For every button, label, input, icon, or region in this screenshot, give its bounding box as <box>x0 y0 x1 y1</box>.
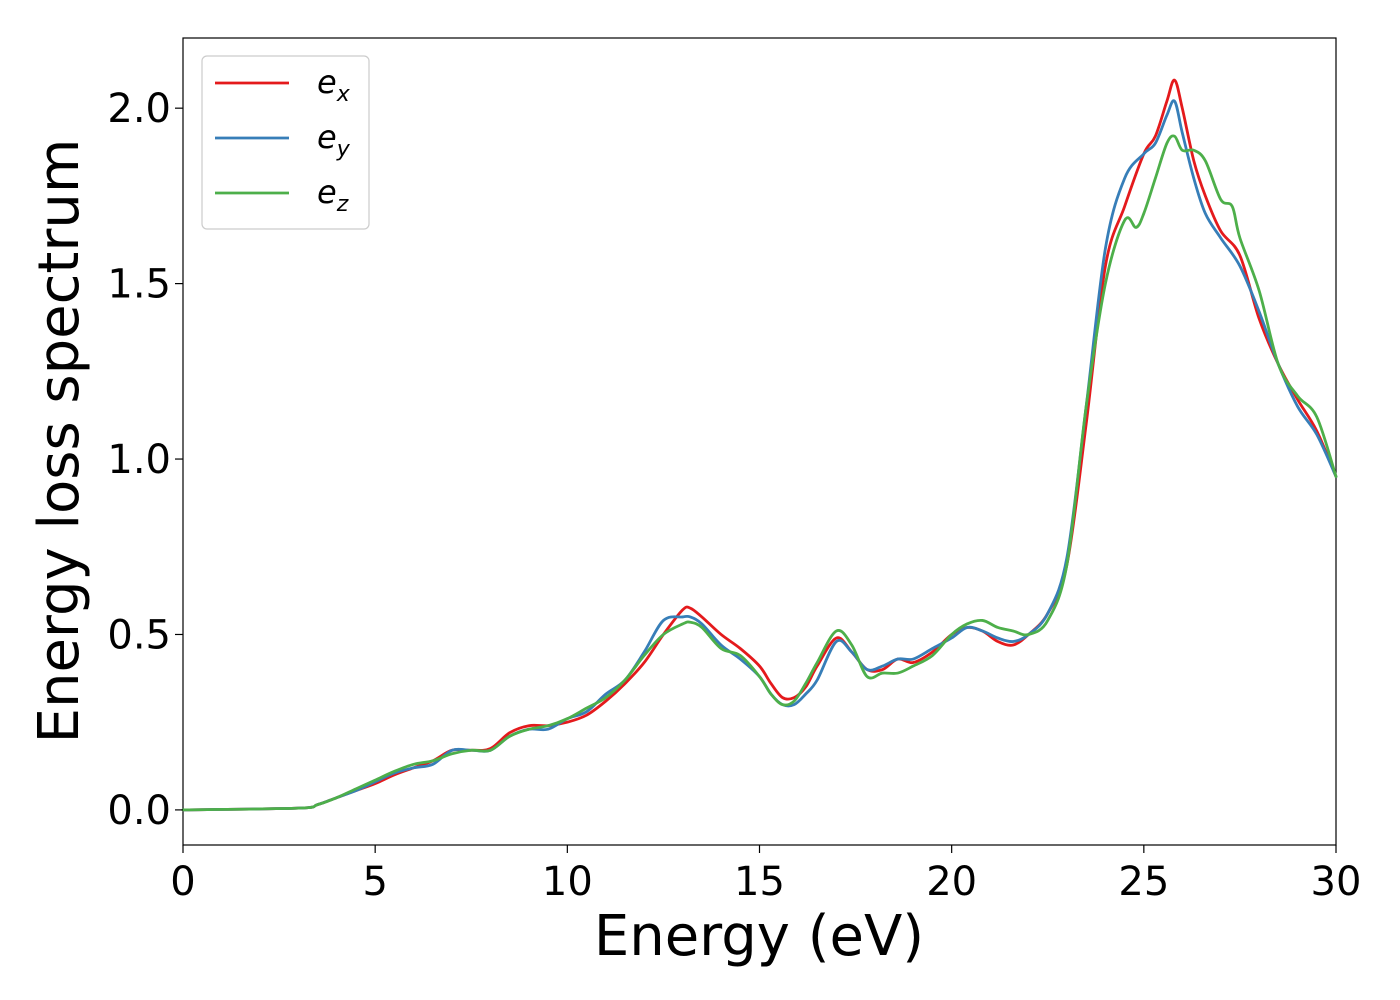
x-tick-label: 5 <box>362 859 387 905</box>
legend-label-x: ex <box>317 63 351 107</box>
axis-ticks: 0 5 10 15 20 25 30 0.0 0.5 1.0 1.5 2.0 <box>107 86 1361 905</box>
x-tick-label: 15 <box>734 859 785 905</box>
legend-frame <box>201 55 370 230</box>
x-tick-label: 20 <box>926 859 977 905</box>
y-axis-label: Energy loss spectrum <box>27 139 92 744</box>
legend-label-z: ez <box>317 173 349 217</box>
x-tick-label: 25 <box>1118 859 1169 905</box>
x-tick-label: 30 <box>1311 859 1362 905</box>
series-layer <box>181 78 1338 812</box>
x-tick-label: 10 <box>542 859 593 905</box>
series-line-z <box>181 134 1338 812</box>
y-tick-label: 0.5 <box>107 612 171 658</box>
legend: ex ey ez <box>201 55 370 230</box>
x-tick-label: 0 <box>170 859 195 905</box>
x-axis-label: Energy (eV) <box>594 904 924 969</box>
y-tick-label: 2.0 <box>107 86 171 132</box>
y-tick-label: 0.0 <box>107 788 171 834</box>
y-tick-label: 1.5 <box>107 262 171 308</box>
y-tick-label: 1.0 <box>107 437 171 483</box>
legend-label-y: ey <box>317 118 351 162</box>
